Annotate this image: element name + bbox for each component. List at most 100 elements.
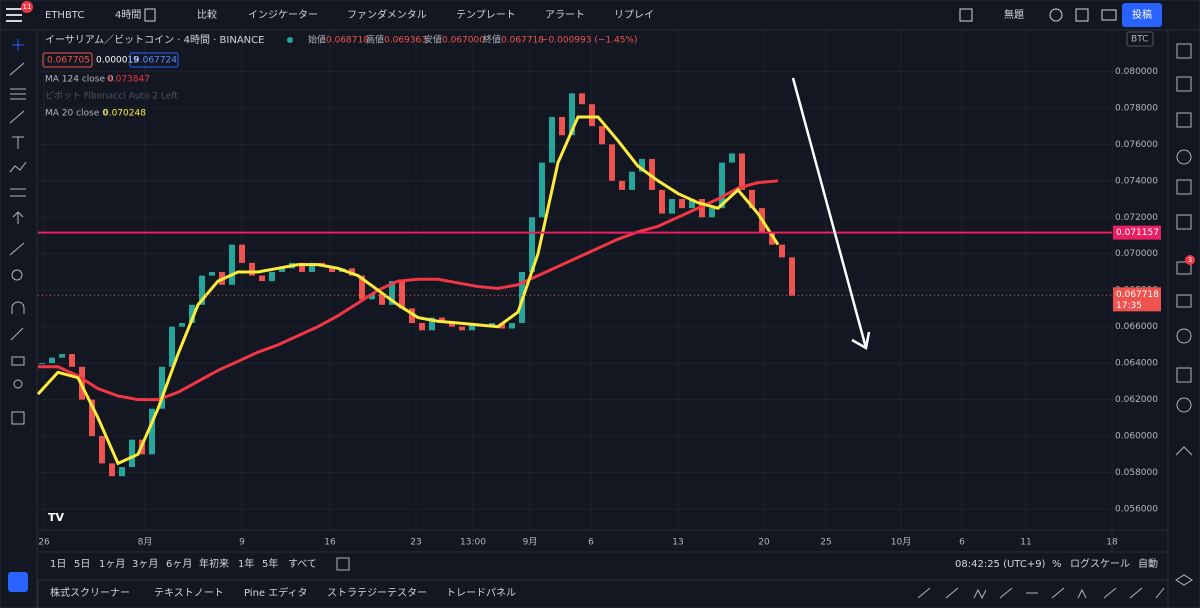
auto-toggle[interactable]: 自動 [1138, 557, 1158, 570]
fib-tool[interactable] [10, 88, 26, 100]
candle [279, 268, 285, 272]
logo: TV [48, 511, 65, 524]
alerts-icon[interactable] [1176, 76, 1192, 92]
watchlist-icon[interactable] [1176, 43, 1192, 59]
candle [369, 293, 375, 300]
y-tick-label: 0.056000 [1115, 505, 1158, 515]
range[interactable]: すべて [288, 558, 317, 570]
candle [189, 304, 195, 324]
calendar-icon[interactable] [1176, 179, 1192, 195]
tab[interactable]: Pine エディタ [244, 586, 308, 599]
tab[interactable]: トレードパネル [446, 587, 516, 599]
y-tick-label: 0.064000 [1115, 359, 1158, 369]
range[interactable]: 1ヶ月 [99, 558, 125, 570]
menu-icon [6, 14, 22, 16]
depth-icon[interactable] [1175, 446, 1193, 456]
candle [699, 199, 705, 218]
text-tool[interactable] [12, 136, 24, 149]
ohlc-value: 0.068718 [326, 36, 369, 46]
streams-icon[interactable] [1176, 294, 1192, 308]
shortcut-icons[interactable] [917, 587, 1165, 600]
drawing-tools [9, 39, 27, 425]
watchlist-star[interactable] [8, 572, 28, 592]
y-tick-label: 0.060000 [1115, 432, 1158, 442]
candle [529, 217, 535, 272]
measure-tool[interactable] [9, 242, 25, 256]
settings-icon[interactable] [1049, 8, 1063, 22]
lock-drawing-tool[interactable] [10, 327, 24, 341]
notifications-icon[interactable] [1176, 367, 1192, 383]
layers-icon[interactable] [1175, 574, 1193, 586]
indicator-value: 0.070248 [103, 109, 146, 119]
ohlc-label: 始値 [308, 34, 326, 46]
range[interactable]: 1年 [238, 557, 254, 570]
chart-style-icon[interactable] [144, 8, 156, 22]
magnet-tool[interactable] [11, 301, 25, 314]
order-panel-icon[interactable] [1176, 397, 1192, 413]
tab[interactable]: テキストノート [154, 588, 224, 599]
currency-box[interactable] [1126, 31, 1154, 47]
candle [719, 162, 725, 209]
layout-icon[interactable] [959, 8, 973, 22]
goto-date[interactable] [336, 557, 350, 571]
toolbar-item[interactable]: ファンダメンタル [347, 8, 427, 21]
y-tick-label: 0.078000 [1115, 103, 1158, 113]
prediction-tool[interactable] [10, 188, 26, 197]
brush-tool[interactable] [9, 110, 25, 124]
publish-button[interactable] [1122, 3, 1162, 27]
candle [59, 354, 65, 358]
crosshair-tool[interactable] [12, 39, 24, 51]
ideas-icon[interactable] [1176, 214, 1192, 230]
toolbar-item[interactable]: インジケーター [248, 9, 318, 21]
bid-box[interactable] [42, 52, 93, 68]
candle [559, 116, 565, 136]
ideas-stream-icon[interactable] [1176, 328, 1192, 344]
data-window-icon[interactable] [1176, 112, 1192, 128]
tab[interactable]: 株式スクリーナー [50, 586, 130, 599]
toolbar-item[interactable]: 比較 [197, 8, 217, 21]
tab[interactable]: ストラテジーテスター [327, 587, 427, 599]
percent-toggle[interactable]: % [1052, 559, 1062, 570]
right-toolbar [1167, 29, 1200, 608]
range[interactable]: 5日 [74, 559, 90, 570]
x-tick-label: 6 [959, 538, 965, 548]
pattern-tool[interactable] [9, 161, 27, 173]
toolbar-item[interactable]: アラート [545, 9, 585, 21]
candle [729, 153, 735, 163]
ask-box[interactable] [129, 52, 179, 68]
candle [259, 275, 265, 282]
lock-tool[interactable] [11, 356, 25, 366]
fullscreen-icon[interactable] [1075, 8, 1089, 22]
indicator-name: MA 20 close 0 [45, 109, 108, 119]
toolbar-item[interactable]: リプレイ [614, 9, 654, 21]
arrow-tool[interactable] [12, 211, 24, 224]
layout-name[interactable]: 無題 [1004, 8, 1024, 21]
widget-icons [1175, 43, 1193, 586]
screenshot-icon[interactable] [1101, 9, 1117, 21]
range[interactable]: 5年 [262, 557, 278, 570]
publish-label: 投稿 [1132, 8, 1152, 21]
interval[interactable]: 4時間 [115, 9, 141, 21]
delete-tool[interactable] [11, 411, 25, 425]
candle [359, 275, 365, 300]
candle [389, 281, 395, 305]
range[interactable]: 年初来 [199, 557, 229, 570]
range[interactable]: 6ヶ月 [166, 558, 192, 570]
y-tick-label: 0.058000 [1115, 468, 1158, 478]
candle [109, 463, 115, 477]
range[interactable]: 1日 [50, 559, 66, 570]
y-tick-label: 0.080000 [1115, 67, 1158, 77]
zoom-tool[interactable] [11, 269, 23, 281]
badge [1185, 255, 1195, 265]
trendline-tool[interactable] [9, 62, 25, 76]
chats-icon[interactable] [1176, 261, 1192, 275]
candle [459, 326, 465, 331]
visibility-tool[interactable] [13, 379, 23, 389]
menu-icon[interactable] [6, 8, 22, 10]
symbol[interactable]: ETHBTC [45, 10, 84, 21]
hotlist-icon[interactable] [1176, 149, 1192, 165]
range[interactable]: 3ヶ月 [132, 558, 158, 570]
toolbar-item[interactable]: テンプレート [456, 9, 516, 21]
log-toggle[interactable]: ログスケール [1070, 557, 1130, 570]
candle [769, 231, 775, 245]
